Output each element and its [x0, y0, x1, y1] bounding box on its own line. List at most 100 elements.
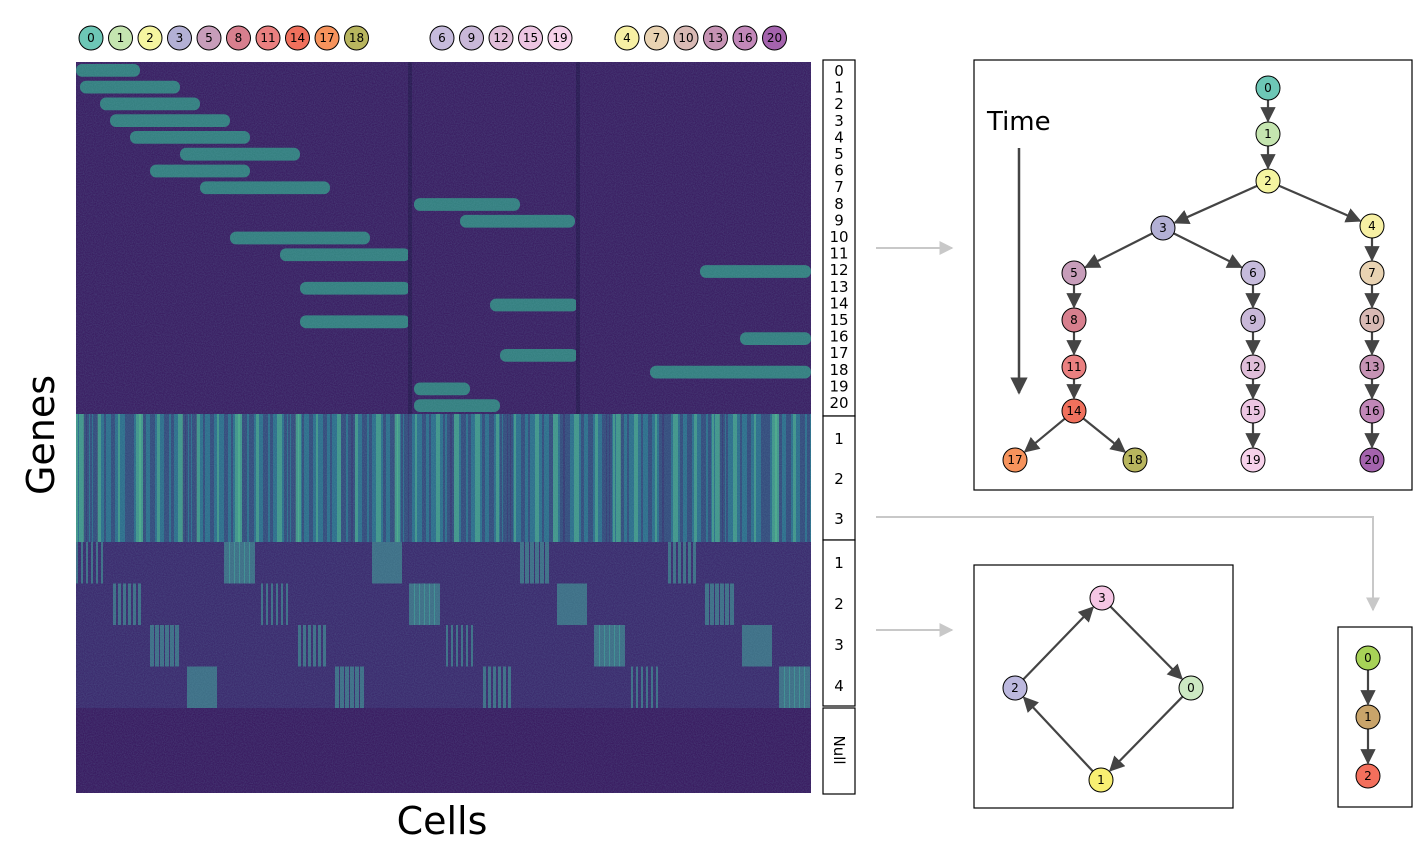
svg-text:9: 9 — [1249, 313, 1257, 327]
svg-text:20: 20 — [767, 31, 782, 45]
tree-edge-2-3 — [1173, 184, 1258, 225]
legend-dot-11: 11 — [255, 25, 281, 51]
legend-dot-5: 5 — [196, 25, 222, 51]
cycle-node-1: 1 — [1088, 767, 1114, 793]
tree-node-16: 16 — [1359, 398, 1385, 424]
tree-program-label-14: 14 — [829, 294, 848, 312]
tree-node-5: 5 — [1061, 260, 1087, 286]
svg-text:2: 2 — [1011, 681, 1019, 695]
tree-program-label-20: 20 — [829, 394, 848, 412]
svg-text:14: 14 — [1066, 404, 1081, 418]
svg-text:3: 3 — [176, 31, 184, 45]
tree-node-10: 10 — [1359, 307, 1385, 333]
svg-text:2: 2 — [1364, 769, 1372, 783]
legend-dot-7: 7 — [644, 25, 669, 51]
legend-dot-18: 18 — [344, 25, 369, 51]
cycle-graph: 3 0 1 2 — [1002, 585, 1204, 793]
linear-program-label-4: 4 — [834, 677, 844, 695]
svg-text:20: 20 — [1364, 453, 1379, 467]
svg-text:1: 1 — [1097, 773, 1105, 787]
tree-program-label-16: 16 — [829, 328, 848, 346]
svg-text:3: 3 — [1159, 221, 1167, 235]
legend-dot-17: 17 — [314, 25, 340, 51]
svg-text:5: 5 — [205, 31, 213, 45]
tree-program-label-6: 6 — [834, 162, 844, 180]
legend-dot-14: 14 — [285, 25, 310, 51]
svg-text:4: 4 — [623, 31, 631, 45]
linear-node-2: 2 — [1355, 763, 1381, 789]
legend-dot-20: 20 — [762, 25, 787, 51]
tree-program-label-7: 7 — [834, 178, 844, 196]
linear-program-label-3: 3 — [834, 636, 844, 654]
linear-program-label-1: 1 — [834, 554, 844, 572]
tree-program-label-12: 12 — [829, 261, 848, 279]
svg-text:2: 2 — [1264, 174, 1272, 188]
svg-text:16: 16 — [1364, 404, 1379, 418]
svg-text:17: 17 — [319, 31, 334, 45]
tree-node-4: 4 — [1359, 213, 1385, 239]
genes-axis-label: Genes — [19, 375, 63, 495]
svg-text:3: 3 — [1098, 591, 1106, 605]
tree-node-13: 13 — [1359, 354, 1385, 380]
linear-graph: 0 1 2 — [1355, 645, 1381, 789]
svg-text:0: 0 — [1364, 651, 1372, 665]
svg-text:5: 5 — [1070, 266, 1078, 280]
tree-program-label-0: 0 — [834, 62, 844, 80]
svg-text:12: 12 — [1245, 360, 1260, 374]
tree-node-8: 8 — [1061, 307, 1087, 333]
tree-program-label-9: 9 — [834, 211, 844, 229]
tree-edge-14-18 — [1082, 417, 1127, 453]
svg-text:8: 8 — [235, 31, 243, 45]
cycle-program-label-2: 2 — [834, 470, 844, 488]
linear-node-0: 0 — [1355, 645, 1381, 671]
cluster-legend: 0 1 2 3 5 8 11 14 17 18 6 9 12 15 19 4 7 10 13 16 20 — [78, 25, 787, 51]
tree-edge-2-4 — [1278, 184, 1362, 223]
svg-text:19: 19 — [552, 31, 567, 45]
svg-text:13: 13 — [708, 31, 723, 45]
tree-program-label-3: 3 — [834, 112, 844, 130]
tree-node-14: 14 — [1061, 398, 1087, 424]
tree-node-2: 2 — [1255, 168, 1281, 194]
tree-node-18: 18 — [1122, 447, 1148, 473]
svg-text:19: 19 — [1245, 453, 1260, 467]
svg-text:12: 12 — [493, 31, 508, 45]
tree-node-6: 6 — [1240, 260, 1266, 286]
svg-text:14: 14 — [290, 31, 305, 45]
tree-node-19: 19 — [1240, 447, 1266, 473]
svg-text:9: 9 — [468, 31, 476, 45]
tree-program-label-1: 1 — [834, 79, 844, 97]
tree-node-12: 12 — [1240, 354, 1266, 380]
svg-text:8: 8 — [1070, 313, 1078, 327]
svg-text:2: 2 — [146, 31, 154, 45]
tree-program-label-10: 10 — [829, 228, 848, 246]
svg-text:1: 1 — [117, 31, 125, 45]
tree-edge-3-5 — [1084, 232, 1153, 269]
legend-dot-9: 9 — [459, 25, 484, 51]
tree-node-7: 7 — [1359, 260, 1385, 286]
tree-program-label-11: 11 — [829, 245, 848, 263]
legend-dot-16: 16 — [732, 25, 758, 51]
cycle-program-label-1: 1 — [834, 430, 844, 448]
legend-dot-12: 12 — [488, 25, 514, 51]
cycle-node-3: 3 — [1089, 585, 1115, 611]
svg-text:10: 10 — [678, 31, 693, 45]
svg-text:18: 18 — [349, 31, 364, 45]
tree-program-label-15: 15 — [829, 311, 848, 329]
svg-text:7: 7 — [1368, 266, 1376, 280]
tree-node-9: 9 — [1240, 307, 1266, 333]
tree-program-label-2: 2 — [834, 95, 844, 113]
tree-node-3: 3 — [1150, 215, 1176, 241]
svg-text:0: 0 — [87, 31, 95, 45]
tree-program-label-8: 8 — [834, 195, 844, 213]
time-label: Time — [986, 107, 1051, 137]
legend-dot-2: 2 — [137, 25, 163, 51]
svg-text:15: 15 — [1245, 404, 1260, 418]
svg-text:11: 11 — [1066, 360, 1081, 374]
tree-program-label-18: 18 — [829, 361, 848, 379]
svg-text:6: 6 — [438, 31, 446, 45]
svg-text:13: 13 — [1364, 360, 1379, 374]
tree-edge-3-6 — [1173, 232, 1243, 269]
tree-node-17: 17 — [1002, 447, 1028, 473]
tree-program-label-5: 5 — [834, 145, 844, 163]
